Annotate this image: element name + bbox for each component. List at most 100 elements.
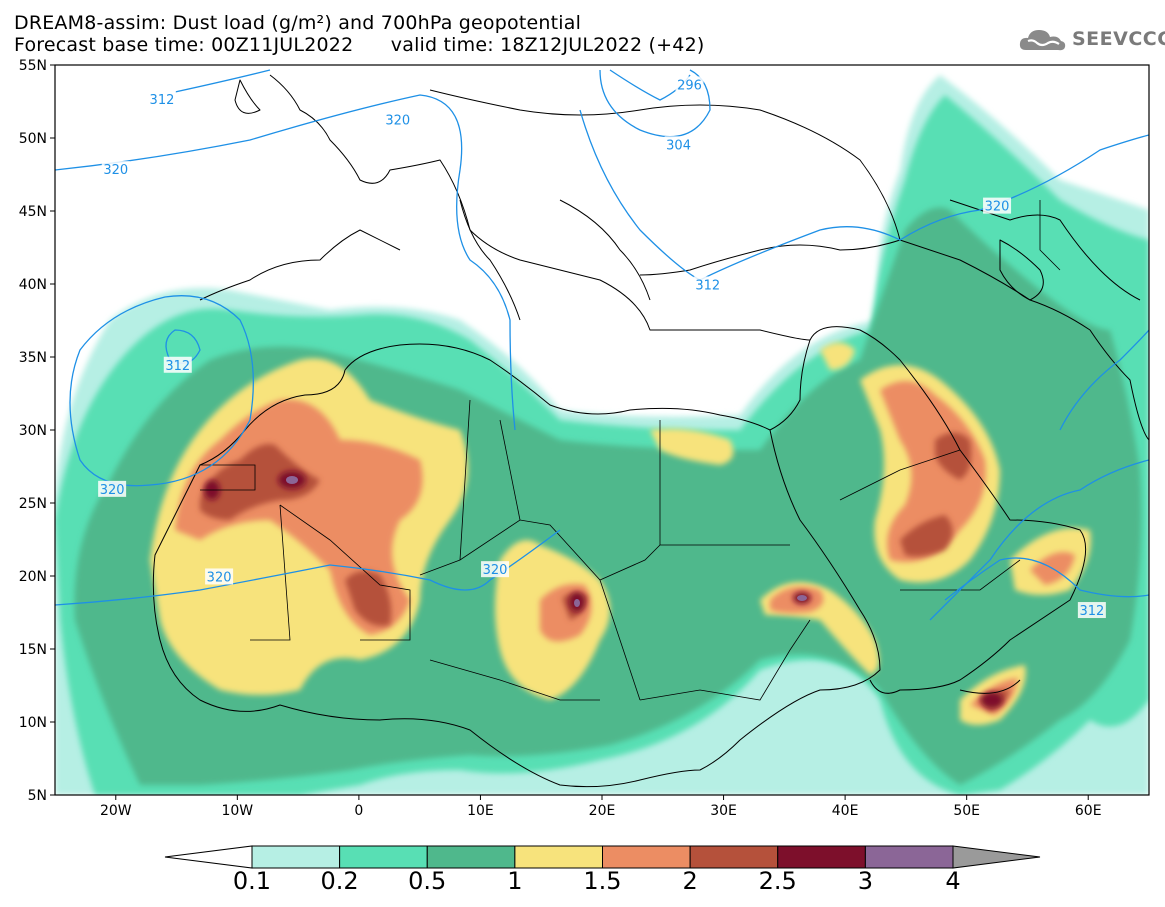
colorbar-label: 1	[507, 867, 522, 895]
geopotential-label: 296	[675, 76, 704, 93]
dust-load-field	[55, 75, 1149, 795]
geopotential-label-bg	[98, 480, 127, 497]
geopotential-label: 320	[481, 561, 510, 578]
latitude-axis: 55N 50N 45N 40N 35N 30N 25N 20N 15N 10N 5N	[19, 58, 55, 804]
geopotential-label-text: 312	[150, 93, 175, 108]
cloud-icon	[1019, 30, 1066, 51]
lat-tick-label: 15N	[19, 642, 47, 658]
geopotential-label: 312	[1077, 602, 1106, 619]
geopotential-label-bg	[1077, 602, 1106, 619]
geopotential-label: 320	[98, 480, 127, 498]
colorbar-swatch	[426, 845, 516, 869]
longitude-axis: 20W 10W 0 10E 20E 30E 40E 50E 60E	[100, 795, 1102, 819]
lat-tick-label: 40N	[19, 277, 47, 293]
geopotential-label-text: 320	[100, 483, 125, 498]
geopotential-label-text: 304	[666, 138, 691, 153]
colorbar-swatch	[777, 845, 866, 869]
lat-tick-label: 35N	[19, 350, 47, 366]
map-title: DREAM8-assim: Dust load (g/m²) and 700hP…	[14, 12, 582, 34]
seevccc-logo: SEEVCCC	[1018, 24, 1165, 54]
colorbar-label: 2.5	[759, 867, 797, 895]
dust-contour-2-west	[200, 444, 320, 520]
geopotential-label-text: 320	[385, 113, 410, 128]
geopotential-label-bg	[383, 111, 412, 128]
dust-contour-2.5-d	[981, 692, 1003, 708]
geopotential-label: 312	[693, 276, 722, 293]
lon-tick-label: 20W	[100, 803, 132, 819]
lon-tick-label: 60E	[1075, 803, 1102, 819]
geopotential-label-text: 312	[695, 278, 720, 293]
geopotential-label: 320	[383, 111, 412, 128]
geopotential-label-bg	[205, 568, 234, 585]
lat-tick-label: 5N	[28, 788, 47, 804]
lat-tick-label: 30N	[19, 423, 47, 439]
lon-tick-label: 0	[354, 803, 363, 819]
geopotential-label: 320	[205, 568, 234, 585]
geopotential-label-text: 320	[207, 570, 232, 585]
lat-tick-label: 20N	[19, 569, 47, 585]
geopotential-label: 304	[664, 136, 693, 153]
geopotential-label-bg	[101, 161, 130, 178]
dust-contour-1.5-arabia	[880, 381, 986, 562]
dust-contour-1-egypt	[650, 428, 734, 465]
geopotential-label-text: 320	[985, 200, 1010, 215]
geopotential-label-bg	[664, 136, 693, 153]
lon-tick-label: 20E	[589, 803, 616, 819]
plot-area: 312 320 296 304 320 320 312 312 320 320 320 312	[55, 65, 1149, 795]
dust-load-colorbar: 0.1 0.2 0.5 1 1.5 2 2.5 3 4	[164, 845, 1041, 895]
lat-tick-label: 50N	[19, 131, 47, 147]
geopotential-contours	[55, 69, 1149, 621]
geopotential-label-bg	[693, 276, 722, 293]
logo-wordmark: SEEVCCC	[1072, 28, 1165, 50]
country-borders	[200, 200, 1061, 701]
geopotential-label: 320	[983, 197, 1012, 215]
lon-tick-label: 40E	[832, 803, 859, 819]
geopotential-labels: 312 320 296 304 320 320 312 312 320 320 320 312	[98, 76, 1106, 619]
geopotential-label-bg	[675, 76, 704, 93]
forecast-time-subtitle: Forecast base time: 00Z11JUL2022 valid t…	[14, 34, 705, 56]
dust-contour-3-c	[797, 595, 807, 601]
dust-contour-3-b	[574, 599, 580, 607]
coastlines	[152, 74, 1149, 788]
geopotential-label-text: 296	[677, 78, 702, 93]
colorbar-swatch	[602, 845, 691, 869]
colorbar-label: 1.5	[583, 867, 621, 895]
dust-contour-2-arabia	[900, 515, 953, 557]
colorbar-under-triangle	[164, 845, 253, 869]
colorbar-label: 2	[682, 867, 697, 895]
geopotential-label-text: 320	[103, 163, 128, 178]
colorbar-label: 0.2	[321, 867, 359, 895]
colorbar-label: 0.1	[233, 867, 271, 895]
dust-contour-1-iraq	[820, 342, 855, 370]
dust-contour-2-kuwait	[935, 432, 972, 480]
geopotential-label: 320	[101, 161, 130, 178]
geopotential-label: 312	[147, 91, 176, 108]
geopotential-label-bg	[481, 561, 510, 578]
colorbar-label: 3	[858, 867, 873, 895]
geopotential-label-text: 312	[165, 359, 190, 374]
geopotential-label-bg	[147, 91, 176, 108]
lon-tick-label: 30E	[710, 803, 737, 819]
lat-tick-label: 10N	[19, 715, 47, 731]
geopotential-label-text: 320	[483, 563, 508, 578]
geopotential-label: 312	[163, 356, 192, 374]
colorbar-label: 4	[945, 867, 960, 895]
lon-tick-label: 10W	[221, 803, 253, 819]
lon-tick-label: 10E	[467, 803, 494, 819]
geopotential-label-text: 312	[1079, 604, 1104, 619]
lon-tick-label: 50E	[953, 803, 980, 819]
colorbar-swatch	[514, 845, 603, 869]
dust-contour-3-a	[286, 476, 298, 484]
colorbar-swatch	[339, 845, 428, 869]
lat-tick-label: 55N	[19, 58, 47, 74]
lat-tick-label: 25N	[19, 496, 47, 512]
geopotential-label-bg	[163, 356, 192, 373]
colorbar-swatch	[689, 845, 779, 869]
colorbar-label: 0.5	[408, 867, 446, 895]
lat-tick-label: 45N	[19, 204, 47, 220]
geopotential-label-bg	[983, 197, 1012, 214]
colorbar-over-triangle	[952, 845, 1041, 869]
colorbar-swatch	[251, 845, 341, 869]
colorbar-swatch	[864, 845, 954, 869]
